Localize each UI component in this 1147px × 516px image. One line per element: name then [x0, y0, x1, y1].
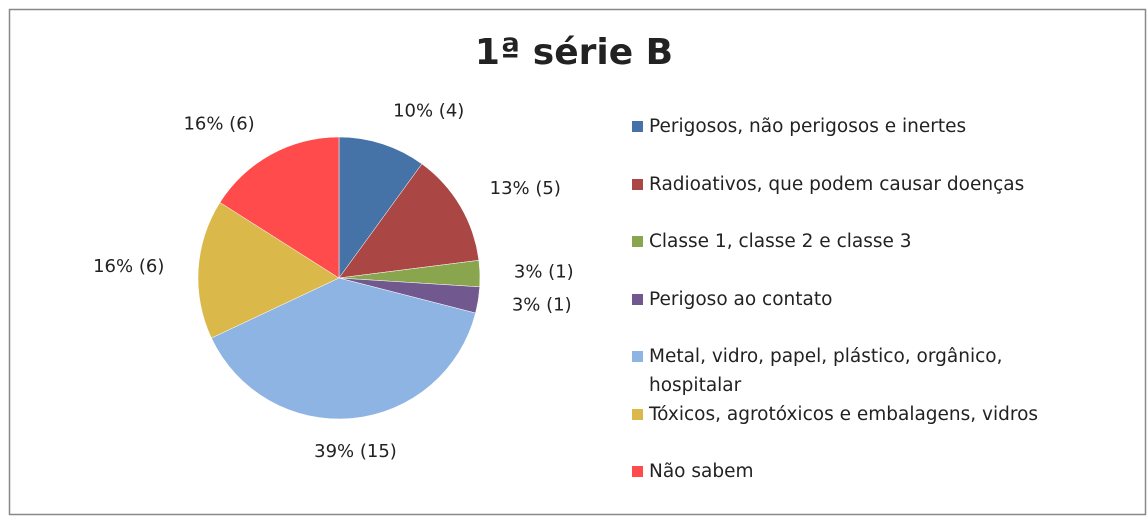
- pie-slice: [338, 163, 480, 279]
- chart-title: 1ª série B: [475, 32, 673, 73]
- legend-label: Metal, vidro, papel, plástico, orgânico,…: [649, 346, 1003, 396]
- legend-label: Classe 1, classe 2 e classe 3: [649, 231, 912, 252]
- legend-swatch: [632, 466, 643, 477]
- legend-label: Perigoso ao contato: [649, 288, 833, 310]
- pie-slice: [211, 277, 476, 420]
- legend-item: Metal, vidro, papel, plástico, orgânico,…: [632, 342, 1142, 400]
- legend-item: Radioativos, que podem causar doenças: [632, 170, 1142, 228]
- legend-swatch: [632, 236, 643, 247]
- pie-slice: [338, 136, 423, 279]
- data-label: 16% (6): [93, 256, 164, 277]
- legend: Perigosos, não perigosos e inertes Radioa…: [632, 112, 1142, 515]
- legend-label: Não sabem: [649, 461, 754, 482]
- data-label: 10% (4): [393, 101, 464, 122]
- legend-item: Classe 1, classe 2 e classe 3: [632, 227, 1142, 285]
- legend-swatch: [632, 121, 643, 132]
- legend-item: Perigoso ao contato: [632, 285, 1142, 343]
- legend-label: Radioativos, que podem causar doenças: [649, 173, 1025, 195]
- legend-swatch: [632, 293, 643, 305]
- legend-label: Tóxicos, agrotóxicos e embalagens, vidro…: [649, 403, 1039, 425]
- legend-item: Perigosos, não perigosos e inertes: [632, 112, 1142, 170]
- pie-slice: [219, 136, 340, 279]
- legend-swatch: [632, 178, 643, 190]
- legend-label: Perigosos, não perigosos e inertes: [649, 116, 967, 137]
- data-label: 16% (6): [183, 114, 254, 135]
- legend-swatch: [632, 408, 643, 420]
- data-label: 13% (5): [490, 178, 561, 199]
- legend-swatch: [632, 351, 643, 362]
- data-label: 39% (15): [314, 441, 397, 462]
- pie-slice: [197, 202, 340, 339]
- data-label: 3% (1): [512, 294, 572, 315]
- data-label: 3% (1): [514, 262, 574, 283]
- legend-item: Tóxicos, agrotóxicos e embalagens, vidro…: [632, 400, 1142, 458]
- legend-item: Não sabem: [632, 457, 1142, 515]
